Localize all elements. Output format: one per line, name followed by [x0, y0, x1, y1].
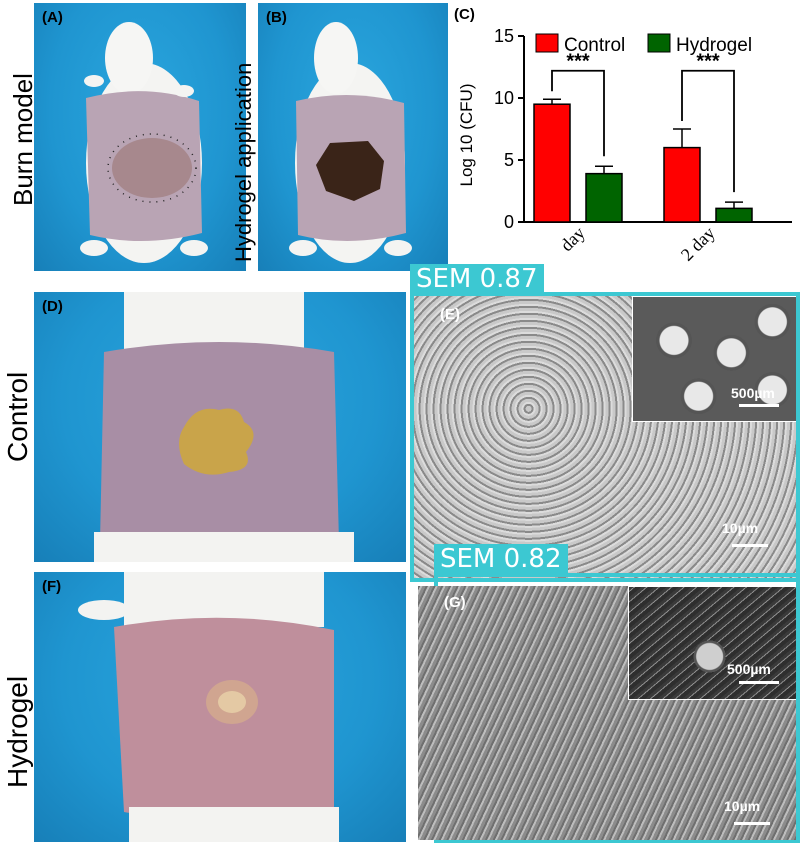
control-label: Control [2, 371, 33, 462]
e-inset-scale-label: 500µm [731, 385, 775, 401]
e-main-scale-bar [732, 544, 768, 547]
y-axis-title: Log 10 (CFU) [457, 84, 476, 187]
x-category-label-1: 2 day [677, 223, 719, 265]
g-inset-scale-label: 500µm [727, 661, 771, 677]
y-tick-label-0: 0 [504, 212, 514, 232]
panel-d-photo: (D) [34, 292, 406, 562]
panel-d-label: (D) [42, 298, 63, 315]
g-main-scale-label: 10µm [724, 798, 761, 814]
panel-g-label: (G) [444, 594, 466, 611]
significance-bracket-0 [551, 69, 605, 157]
panel-g-inset: 500µm [628, 586, 796, 700]
mouse-burn-illustration [80, 22, 208, 263]
mouse-hydrogel-illustration [289, 22, 412, 263]
panel-f-photo: (F) [34, 572, 406, 842]
g-inset-scale-bar [739, 681, 779, 684]
significance-bracket-1 [681, 69, 735, 193]
legend-swatch-1 [647, 33, 671, 53]
significance-label-0: *** [566, 51, 590, 73]
bar-control-1 [663, 146, 701, 223]
panel-e-inset: 500µm [632, 296, 796, 422]
g-main-scale-bar [734, 822, 770, 825]
control-wound-illustration [94, 292, 354, 562]
sem-tag-bottom: SEM 0.82 [434, 544, 568, 574]
bar-hydrogel-1 [715, 207, 753, 223]
panel-b-label: (B) [266, 9, 287, 26]
panel-f-label: (F) [42, 578, 62, 595]
y-tick-label-15: 15 [494, 26, 514, 46]
bar-chart-svg: 0 5 10 15 Log 10 (CFU) *** day *** 2 day Control H… [457, 26, 792, 265]
sem-tag-top: SEM 0.87 [410, 264, 544, 294]
e-inset-scale-bar [739, 404, 779, 407]
sem-frame-top [410, 292, 800, 582]
panel-b-photo: (B) [258, 3, 448, 271]
panel-a-label: (A) [42, 9, 63, 26]
bar-control-0 [533, 103, 571, 223]
y-tick-label-10: 10 [494, 88, 514, 108]
legend-label-1: Hydrogel [676, 35, 752, 56]
significance-label-1: *** [696, 51, 720, 73]
y-tick-label-5: 5 [504, 150, 514, 170]
panel-a-photo: (A) [34, 3, 246, 271]
e-main-scale-label: 10µm [722, 520, 759, 536]
panel-c-chart: (C) 0 5 10 15 Log 10 (CFU) *** day *** 2 day Cont… [452, 0, 800, 275]
bar-hydrogel-0 [585, 172, 623, 223]
panel-e-label: (E) [440, 306, 460, 323]
x-category-label-0: day [556, 223, 589, 256]
panel-c-label: (C) [454, 6, 475, 23]
hydrogel-wound-illustration [78, 572, 339, 842]
hydrogel-application-label: Hydrogel application [231, 62, 256, 262]
panel-g-sem-image: (G) 500µm 10µm [418, 586, 796, 840]
hydrogel-label: Hydrogel [2, 675, 33, 788]
panel-e-sem-image: (E) 500µm 10µm [414, 296, 796, 578]
legend-label-0: Control [564, 35, 625, 56]
legend-swatch-0 [535, 33, 559, 53]
